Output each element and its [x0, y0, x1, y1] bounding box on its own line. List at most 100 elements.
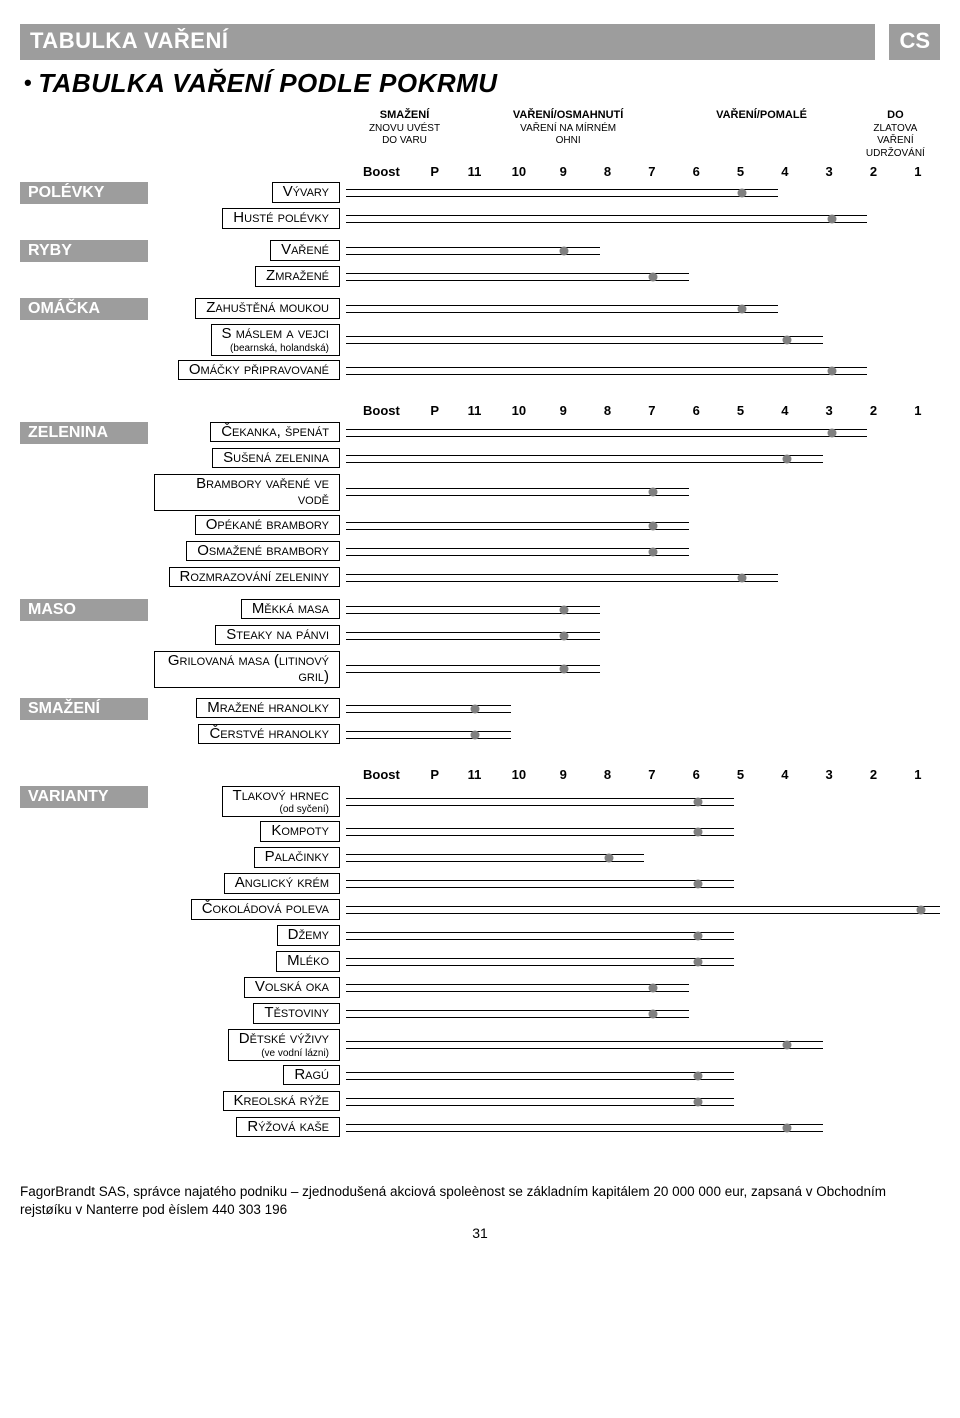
chart-row: Volská oka: [20, 977, 940, 999]
lane: [346, 854, 644, 862]
dot-marker: [649, 521, 658, 530]
scale-cell: Boost: [346, 164, 417, 179]
track: [346, 951, 940, 973]
lane: [346, 1098, 734, 1106]
track: [346, 821, 940, 843]
scale-cell: 10: [497, 164, 541, 179]
item-label: Volská oka: [244, 977, 340, 998]
scale-cell: 11: [452, 403, 496, 418]
item-label: Tlakový hrnec(od syčení): [222, 786, 340, 818]
chart-row: OMÁČKAZahuštěná moukou: [20, 298, 940, 320]
lane: [346, 488, 689, 496]
lane: [346, 305, 778, 313]
lane: [346, 705, 511, 713]
lane: [346, 215, 867, 223]
scale-cell: 5: [718, 403, 762, 418]
chart-row: Džemy: [20, 925, 940, 947]
track: [346, 925, 940, 947]
dot-marker: [693, 880, 702, 889]
dot-marker: [827, 215, 836, 224]
dot-marker: [693, 932, 702, 941]
category-badge: SMAŽENÍ: [20, 698, 148, 720]
chart-row: VARIANTY Tlakový hrnec(od syčení): [20, 786, 940, 818]
track: [346, 786, 940, 818]
lane: [346, 367, 867, 375]
chart-row: RYBYVařené: [20, 240, 940, 262]
lane: [346, 798, 734, 806]
chart-row: Palačinky: [20, 847, 940, 869]
page-number: 31: [20, 1225, 940, 1241]
item-label: Džemy: [277, 925, 340, 946]
scale-cell: P: [417, 767, 452, 782]
scale-cell: 8: [585, 767, 629, 782]
dot-marker: [783, 1041, 792, 1050]
lane: [346, 455, 823, 463]
track: [346, 208, 940, 230]
mode-header: DOZLATOVAVAŘENÍUDRŽOVÁNÍ: [851, 109, 940, 160]
item-label: Osmažené brambory: [186, 541, 340, 562]
dot-marker: [560, 247, 569, 256]
lane: [346, 336, 823, 344]
lane: [346, 731, 511, 739]
dot-marker: [649, 1010, 658, 1019]
scale-cell: 1: [896, 164, 940, 179]
track: [346, 1091, 940, 1113]
dot-marker: [916, 906, 925, 915]
chart-row: Zmražené: [20, 266, 940, 288]
dot-marker: [693, 828, 702, 837]
chart-row: Grilovaná masa (litinový gril): [20, 651, 940, 688]
track: [346, 474, 940, 511]
lane: [346, 189, 778, 197]
track: [346, 567, 940, 589]
item-label: Omáčky připravované: [178, 360, 340, 381]
dot-marker: [649, 488, 658, 497]
dot-marker: [560, 665, 569, 674]
dot-marker: [827, 366, 836, 375]
item-label: Čekanka, špenát: [210, 422, 340, 443]
bullet-icon: •: [24, 70, 32, 95]
dot-marker: [783, 454, 792, 463]
dot-marker: [693, 797, 702, 806]
dot-marker: [693, 1071, 702, 1080]
item-label: Dětské výživy(ve vodní lázni): [228, 1029, 340, 1061]
scale-cell: 10: [497, 403, 541, 418]
lane: [346, 958, 734, 966]
scale-cell: 7: [630, 403, 674, 418]
track: [346, 266, 940, 288]
lane: [346, 574, 778, 582]
track: [346, 599, 940, 621]
track: [346, 724, 940, 746]
track: [346, 182, 940, 204]
track: [346, 360, 940, 382]
chart-row: S máslem a vejci(bearnská, holandská): [20, 324, 940, 356]
dot-marker: [783, 336, 792, 345]
chart-row: SMAŽENÍ Mražené hranolky: [20, 698, 940, 720]
item-label: Palačinky: [254, 847, 340, 868]
chart-row: Kompoty: [20, 821, 940, 843]
lane: [346, 880, 734, 888]
lane: [346, 828, 734, 836]
dot-marker: [649, 273, 658, 282]
category-badge: MASO: [20, 599, 148, 621]
item-label: Mražené hranolky: [196, 698, 340, 719]
scale-cell: 4: [763, 767, 807, 782]
chart-row: Dětské výživy(ve vodní lázni): [20, 1029, 940, 1061]
item-label: Grilovaná masa (litinový gril): [154, 651, 340, 688]
category-badge: POLÉVKY: [20, 182, 148, 204]
subtitle: •TABULKA VAŘENÍ PODLE POKRMU: [24, 68, 940, 99]
item-label: Opékané brambory: [195, 515, 340, 536]
scale-row: BoostP1110987654321: [20, 160, 940, 182]
dot-marker: [471, 730, 480, 739]
lane: [346, 932, 734, 940]
chart-row: Anglický krém: [20, 873, 940, 895]
track: [346, 422, 940, 444]
track: [346, 1029, 940, 1061]
scale-cell: 5: [718, 164, 762, 179]
cooking-chart: BoostP1110987654321POLÉVKYVývaryHusté po…: [20, 160, 940, 1157]
lane: [346, 429, 867, 437]
scale-cell: 6: [674, 403, 718, 418]
chart-row: Čerstvé hranolky: [20, 724, 940, 746]
lane: [346, 548, 689, 556]
chart-row: MASOMěkká masa: [20, 599, 940, 621]
category-badge: VARIANTY: [20, 786, 148, 808]
